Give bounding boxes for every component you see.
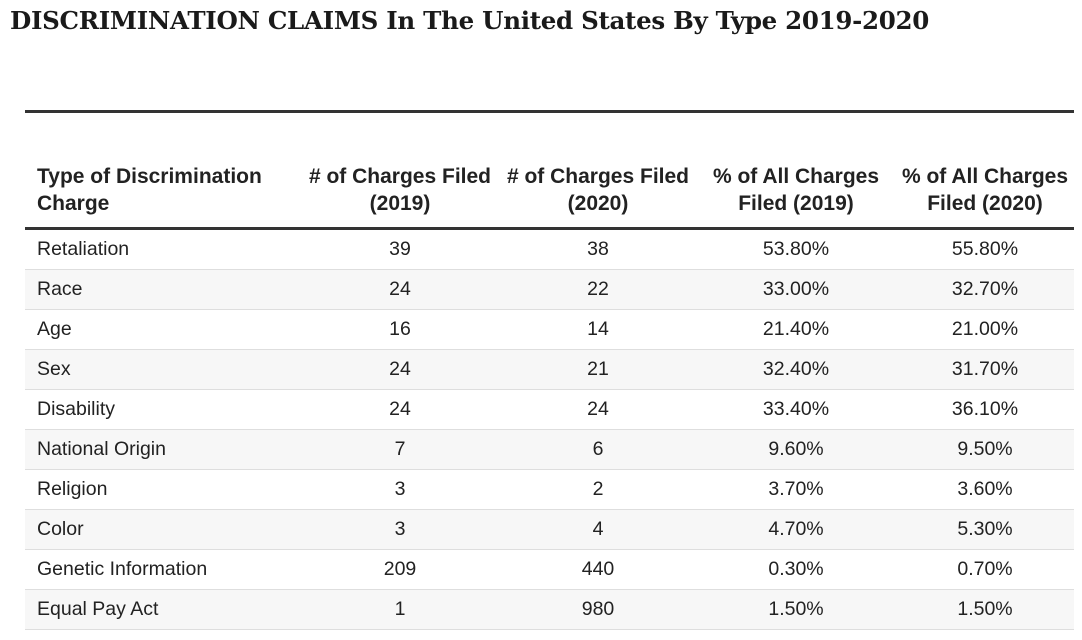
cell-percent-2020: 5.30% (896, 509, 1074, 550)
cell-percent-2019: 33.00% (696, 269, 896, 310)
page-title: DISCRIMINATION CLAIMS In The United Stat… (10, 6, 930, 35)
cell-percent-2020: 32.70% (896, 269, 1074, 310)
table-row: Equal Pay Act 1 980 1.50% 1.50% (25, 589, 1074, 630)
data-table: Type of Discrimination Charge # of Charg… (25, 113, 1074, 630)
column-header-charges-2020: # of Charges Filed (2020) (500, 113, 696, 230)
cell-charges-2020: 21 (500, 349, 696, 390)
cell-percent-2019: 21.40% (696, 309, 896, 350)
cell-charges-2020: 14 (500, 309, 696, 350)
cell-charges-2020: 440 (500, 549, 696, 590)
cell-charges-2019: 24 (300, 389, 500, 430)
column-header-type: Type of Discrimination Charge (25, 113, 300, 230)
cell-type: Disability (25, 389, 300, 430)
discrimination-claims-table: Type of Discrimination Charge # of Charg… (25, 110, 1074, 630)
column-header-percent-2020: % of All Charges Filed (2020) (896, 113, 1074, 230)
cell-percent-2019: 3.70% (696, 469, 896, 510)
cell-percent-2019: 53.80% (696, 228, 896, 270)
cell-percent-2020: 0.70% (896, 549, 1074, 590)
table-row: Genetic Information 209 440 0.30% 0.70% (25, 549, 1074, 590)
cell-percent-2019: 4.70% (696, 509, 896, 550)
cell-percent-2019: 9.60% (696, 429, 896, 470)
cell-type: Genetic Information (25, 549, 300, 590)
cell-type: Equal Pay Act (25, 589, 300, 630)
table-row: Religion 3 2 3.70% 3.60% (25, 469, 1074, 510)
cell-charges-2019: 3 (300, 469, 500, 510)
cell-charges-2019: 39 (300, 228, 500, 270)
cell-percent-2020: 3.60% (896, 469, 1074, 510)
cell-charges-2020: 980 (500, 589, 696, 630)
table-row: Race 24 22 33.00% 32.70% (25, 269, 1074, 310)
cell-charges-2019: 24 (300, 269, 500, 310)
cell-charges-2020: 2 (500, 469, 696, 510)
cell-charges-2019: 7 (300, 429, 500, 470)
cell-percent-2020: 31.70% (896, 349, 1074, 390)
cell-percent-2019: 32.40% (696, 349, 896, 390)
cell-charges-2020: 4 (500, 509, 696, 550)
cell-type: Color (25, 509, 300, 550)
cell-charges-2019: 16 (300, 309, 500, 350)
cell-charges-2019: 209 (300, 549, 500, 590)
cell-percent-2019: 1.50% (696, 589, 896, 630)
column-header-percent-2019: % of All Charges Filed (2019) (696, 113, 896, 230)
table-row: Sex 24 21 32.40% 31.70% (25, 349, 1074, 390)
cell-charges-2019: 3 (300, 509, 500, 550)
cell-percent-2020: 55.80% (896, 228, 1074, 270)
cell-charges-2020: 6 (500, 429, 696, 470)
cell-percent-2020: 21.00% (896, 309, 1074, 350)
table-row: Color 3 4 4.70% 5.30% (25, 509, 1074, 550)
table-row: Disability 24 24 33.40% 36.10% (25, 389, 1074, 430)
cell-charges-2020: 38 (500, 228, 696, 270)
cell-type: National Origin (25, 429, 300, 470)
cell-charges-2019: 1 (300, 589, 500, 630)
header-row: Type of Discrimination Charge # of Charg… (25, 113, 1074, 230)
cell-type: Sex (25, 349, 300, 390)
table-row: Retaliation 39 38 53.80% 55.80% (25, 228, 1074, 270)
cell-charges-2020: 22 (500, 269, 696, 310)
cell-type: Religion (25, 469, 300, 510)
cell-percent-2019: 33.40% (696, 389, 896, 430)
table-row: Age 16 14 21.40% 21.00% (25, 309, 1074, 350)
cell-percent-2020: 1.50% (896, 589, 1074, 630)
cell-type: Age (25, 309, 300, 350)
cell-percent-2020: 36.10% (896, 389, 1074, 430)
table-body: Retaliation 39 38 53.80% 55.80% Race 24 22 33.00… (25, 228, 1074, 630)
table-row: National Origin 7 6 9.60% 9.50% (25, 429, 1074, 470)
cell-percent-2019: 0.30% (696, 549, 896, 590)
cell-type: Retaliation (25, 228, 300, 270)
cell-percent-2020: 9.50% (896, 429, 1074, 470)
cell-charges-2020: 24 (500, 389, 696, 430)
cell-type: Race (25, 269, 300, 310)
column-header-charges-2019: # of Charges Filed (2019) (300, 113, 500, 230)
cell-charges-2019: 24 (300, 349, 500, 390)
